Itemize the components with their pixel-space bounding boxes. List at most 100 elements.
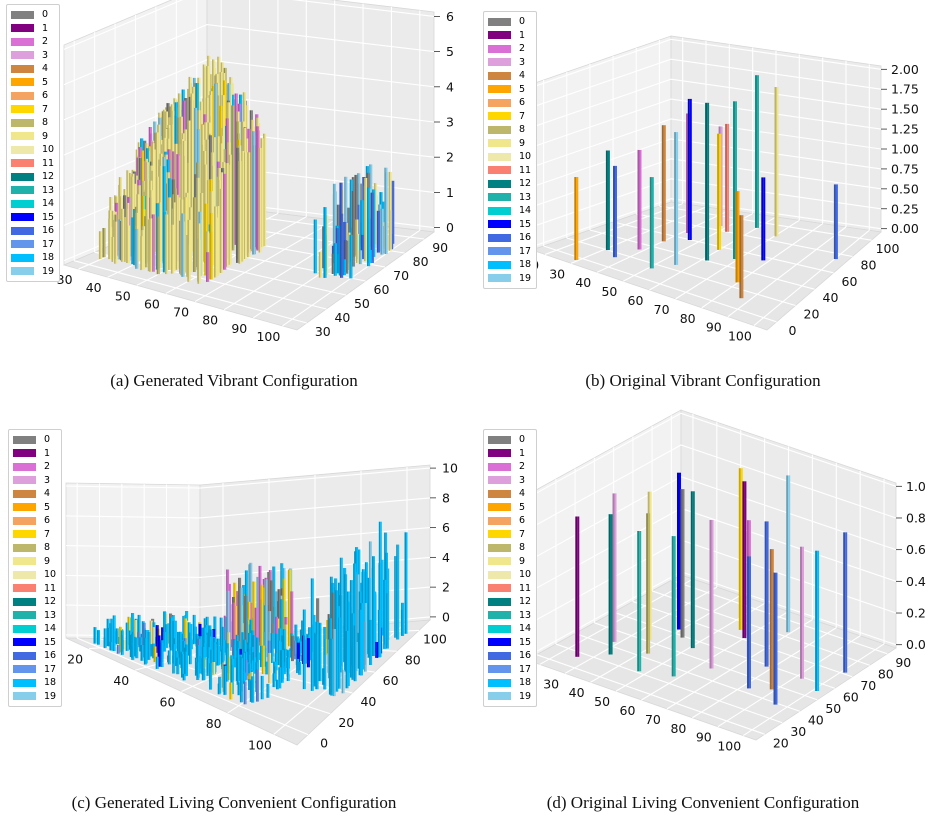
x-tick-label: 40 <box>575 275 591 290</box>
bar <box>247 152 249 258</box>
bar <box>182 673 185 681</box>
x-tick-label: 20 <box>67 652 83 667</box>
bar <box>214 137 216 258</box>
bar <box>95 627 97 644</box>
grid-line <box>742 643 885 737</box>
legend-swatch <box>11 186 34 195</box>
bar <box>692 491 695 649</box>
legend-label: 17 <box>42 238 55 250</box>
bar <box>190 93 192 252</box>
bar <box>115 221 118 264</box>
bar <box>676 132 679 265</box>
legend-item: 7 <box>488 110 531 124</box>
legend-swatch <box>13 557 36 566</box>
bar <box>215 206 218 278</box>
legend-item: 16 <box>488 231 531 245</box>
x-tick-label: 60 <box>620 703 636 718</box>
bar <box>218 645 221 665</box>
legend-swatch <box>11 226 34 235</box>
bar <box>280 599 282 650</box>
bar <box>227 163 229 267</box>
bar <box>276 679 278 690</box>
y-tick-label: 80 <box>413 254 429 269</box>
bar <box>140 236 142 271</box>
x-tick-label: 40 <box>569 685 585 700</box>
bar <box>124 217 126 262</box>
x-tick-label: 100 <box>717 739 741 754</box>
chart-panel-b: 20304050607080901000204060801000.000.250… <box>469 0 937 400</box>
bar <box>268 572 271 648</box>
bar <box>252 581 254 649</box>
bar <box>158 216 160 275</box>
bar <box>114 221 116 264</box>
bar <box>615 165 617 258</box>
bar <box>357 632 359 669</box>
bar <box>336 590 339 692</box>
bar <box>835 184 838 260</box>
y-tick-label: 40 <box>823 290 839 305</box>
legend-label: 4 <box>44 488 51 499</box>
legend-label: 17 <box>519 663 532 675</box>
bar <box>256 607 258 662</box>
bar <box>206 180 209 269</box>
legend-item: 6 <box>488 514 531 528</box>
chart-a-caption: (a) Generated Vibrant Configuration <box>110 371 358 390</box>
bar <box>802 546 804 679</box>
legend-swatch <box>13 597 36 606</box>
legend-label: 12 <box>519 178 532 189</box>
bar <box>735 101 737 259</box>
legend-swatch <box>488 179 511 188</box>
bar <box>310 578 313 691</box>
bar <box>223 173 225 270</box>
bar <box>357 233 359 263</box>
bar <box>254 607 256 662</box>
legend-swatch <box>11 118 34 127</box>
bar <box>157 656 159 669</box>
bar <box>248 663 250 682</box>
legend-label: 0 <box>519 16 526 27</box>
bar <box>134 620 136 653</box>
legend-item: 5 <box>488 501 531 515</box>
legend-swatch <box>488 44 511 53</box>
legend-label: 13 <box>42 184 55 196</box>
legend-swatch <box>13 611 36 620</box>
legend-swatch <box>13 462 36 471</box>
bar <box>203 646 205 681</box>
bar <box>118 637 120 645</box>
legend-item: 17 <box>488 663 531 677</box>
bar <box>320 252 322 278</box>
bar <box>355 625 357 682</box>
legend-item: 5 <box>13 501 56 515</box>
bar <box>284 666 286 675</box>
bar <box>232 105 235 251</box>
bar <box>309 627 312 661</box>
bar <box>256 669 258 702</box>
bar <box>133 209 135 266</box>
legend-swatch <box>488 489 511 498</box>
bar <box>135 228 137 269</box>
bar <box>251 660 254 675</box>
bar <box>141 236 144 271</box>
bar <box>396 544 398 640</box>
legend-swatch <box>488 503 511 512</box>
bar <box>206 252 208 282</box>
legend-label: 18 <box>44 677 57 688</box>
legend-label: 0 <box>42 9 49 20</box>
bar <box>132 633 135 660</box>
bar <box>356 642 358 672</box>
bar <box>109 218 112 260</box>
bar <box>326 215 329 275</box>
bar <box>267 683 270 698</box>
z-tick-label: 2 <box>442 580 450 595</box>
bar <box>749 556 751 689</box>
bar <box>122 208 125 262</box>
legend-item: 4 <box>11 62 54 76</box>
bar <box>185 197 187 273</box>
z-tick-label: 8 <box>442 490 450 505</box>
grid-line <box>531 198 882 248</box>
bar <box>176 657 178 675</box>
bar <box>214 642 216 674</box>
bar <box>296 642 299 671</box>
bar <box>264 579 267 658</box>
